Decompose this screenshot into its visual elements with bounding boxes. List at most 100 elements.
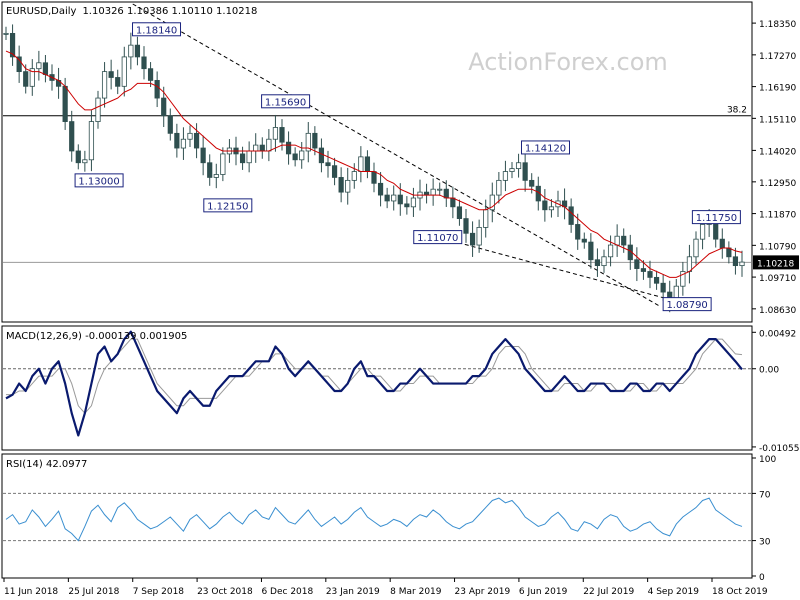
candle-body [69, 121, 75, 152]
annotation-box [691, 210, 741, 225]
candle-body [312, 132, 318, 149]
candle-body [318, 147, 325, 164]
candle-body [351, 171, 357, 181]
price-annotation: 1.08790 [662, 297, 712, 312]
candle-body [325, 162, 331, 167]
candle-body [443, 188, 449, 199]
macd-layer [3, 330, 751, 437]
candle-body [128, 44, 134, 58]
xtick-label: 4 Sep 2019 [648, 587, 700, 597]
xtick-label: 22 Jul 2019 [583, 587, 634, 597]
price-panel-frame [1, 1, 753, 323]
candle-body [62, 85, 68, 122]
candle-body [397, 194, 403, 205]
candle-body [331, 165, 338, 178]
chart-symbol-label: EURUSD,Daily 1.10326 1.10386 1.10110 1.10… [6, 6, 257, 17]
candle-body [180, 138, 187, 149]
price-ytick-label: 1.17270 [759, 52, 796, 62]
current-price-label: 1.10218 [757, 259, 794, 269]
candle-body [193, 132, 200, 149]
annotation-label: 1.14120 [525, 143, 566, 154]
candle-body [489, 194, 495, 211]
xtick-label: 25 Jul 2018 [68, 587, 119, 597]
price-ytick-label: 1.11870 [759, 211, 796, 221]
candle-body [141, 56, 147, 70]
candle-body [660, 282, 666, 293]
candle-body [469, 232, 476, 246]
candle-body [614, 235, 620, 246]
candle-body [200, 147, 206, 164]
annotation-label: 1.11750 [696, 213, 737, 224]
candle-body [640, 268, 647, 272]
candle-body [680, 271, 686, 287]
candle-body [23, 71, 29, 87]
rsi-ytick-label: 30 [759, 538, 771, 548]
candle-body [621, 235, 627, 246]
candle-body [3, 32, 9, 35]
rsi-panel-frame [1, 453, 753, 579]
candle-body [253, 144, 259, 152]
annotation-box [662, 297, 712, 312]
annotation-label: 1.08790 [666, 300, 707, 311]
xtick-label: 7 Sep 2018 [133, 587, 185, 597]
xtick-label: 8 Mar 2019 [390, 587, 442, 597]
candle-body [483, 209, 489, 228]
annotation-box [132, 22, 182, 37]
candle-body [588, 241, 594, 261]
candle-body [575, 224, 581, 240]
candle-body [509, 168, 515, 172]
axis-layer: 1.18350 1.17270 1.16190 1.15110 1.14020 1.129… [3, 20, 800, 597]
rsi-ytick-label: 70 [759, 490, 771, 500]
price-annotation: 1.13000 [74, 173, 124, 188]
candle-body [496, 179, 502, 196]
price-annotation: 1.11070 [413, 230, 463, 245]
candle-body [476, 227, 482, 246]
xtick-label: 6 Dec 2018 [261, 587, 313, 597]
candle-body [529, 179, 535, 187]
candle-body [430, 188, 436, 196]
candle-body [634, 259, 640, 269]
candle-body [29, 68, 35, 87]
xtick-label: 23 Oct 2018 [197, 587, 253, 597]
candle-body [568, 206, 574, 225]
rsi-title: RSI(14) 42.0977 [6, 459, 87, 470]
candle-body [213, 174, 219, 178]
candle-body [699, 224, 706, 240]
annotation-label: 1.18140 [136, 25, 177, 36]
price-ytick-label: 1.18350 [759, 20, 796, 30]
candle-body [404, 203, 410, 208]
candle-body [594, 259, 601, 267]
candle-body [161, 97, 167, 117]
candle-body [154, 80, 160, 99]
candle-body [174, 132, 180, 149]
candle-body [272, 127, 279, 140]
candle-body [653, 276, 660, 284]
candle-body [292, 153, 298, 161]
annotation-box [413, 230, 463, 245]
xtick-label: 11 Jun 2018 [4, 587, 58, 597]
moving-average-line [5, 50, 743, 278]
fib-label: 38.2 [727, 106, 747, 116]
candle-body [726, 247, 732, 258]
price-ytick-label: 1.09710 [759, 274, 796, 284]
macd-ytick-label: 0.00492 [759, 329, 796, 339]
annotation-label: 1.15690 [265, 97, 306, 108]
candle-body [338, 177, 344, 193]
candle-body [548, 206, 555, 211]
candle-body [437, 188, 443, 191]
candle-body [121, 56, 127, 87]
candle-body [279, 127, 285, 143]
trendline [132, 3, 662, 308]
annotation-label: 1.13000 [78, 176, 119, 187]
candle-body [410, 197, 417, 208]
candle-body [36, 62, 42, 70]
candle-body [456, 206, 463, 219]
candle-body [450, 197, 456, 208]
candle-body [515, 162, 522, 170]
xtick-label: 18 Oct 2019 [712, 587, 768, 597]
rsi-line [5, 497, 743, 542]
current-price-box [753, 255, 799, 270]
rsi-ytick-label: 100 [759, 455, 776, 465]
price-ytick-label: 1.15110 [759, 115, 796, 125]
price-annotation: 1.14120 [520, 140, 570, 155]
